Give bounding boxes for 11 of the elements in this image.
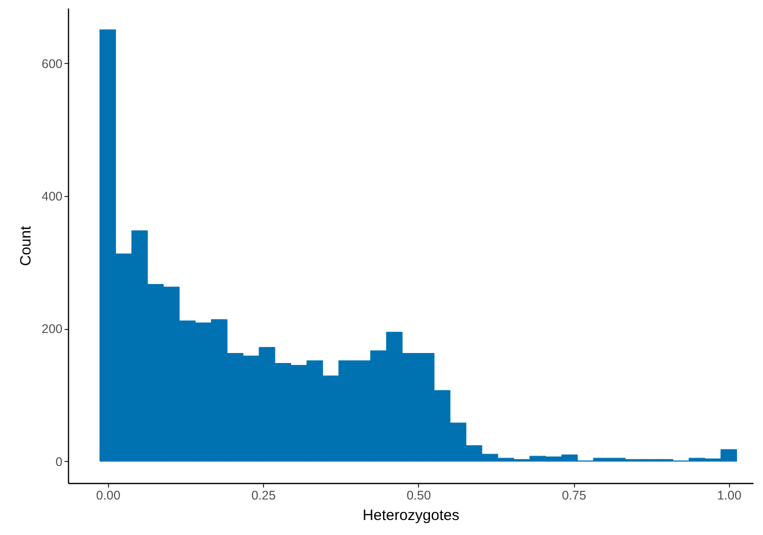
x-tick-label: 0.75 [562, 488, 586, 502]
y-tick-label: 200 [42, 322, 63, 336]
x-tick-label: 1.00 [717, 488, 742, 502]
y-tick-label: 400 [42, 190, 63, 204]
x-axis-title: Heterozygotes [362, 507, 460, 524]
y-axis-title: Count [18, 225, 35, 266]
x-tick-label: 0.25 [251, 488, 276, 502]
x-tick-label: 0.50 [406, 488, 431, 502]
y-tick-label: 600 [42, 56, 63, 71]
y-tick-label: 0 [56, 454, 63, 469]
x-tick-label: 0.00 [96, 488, 120, 502]
